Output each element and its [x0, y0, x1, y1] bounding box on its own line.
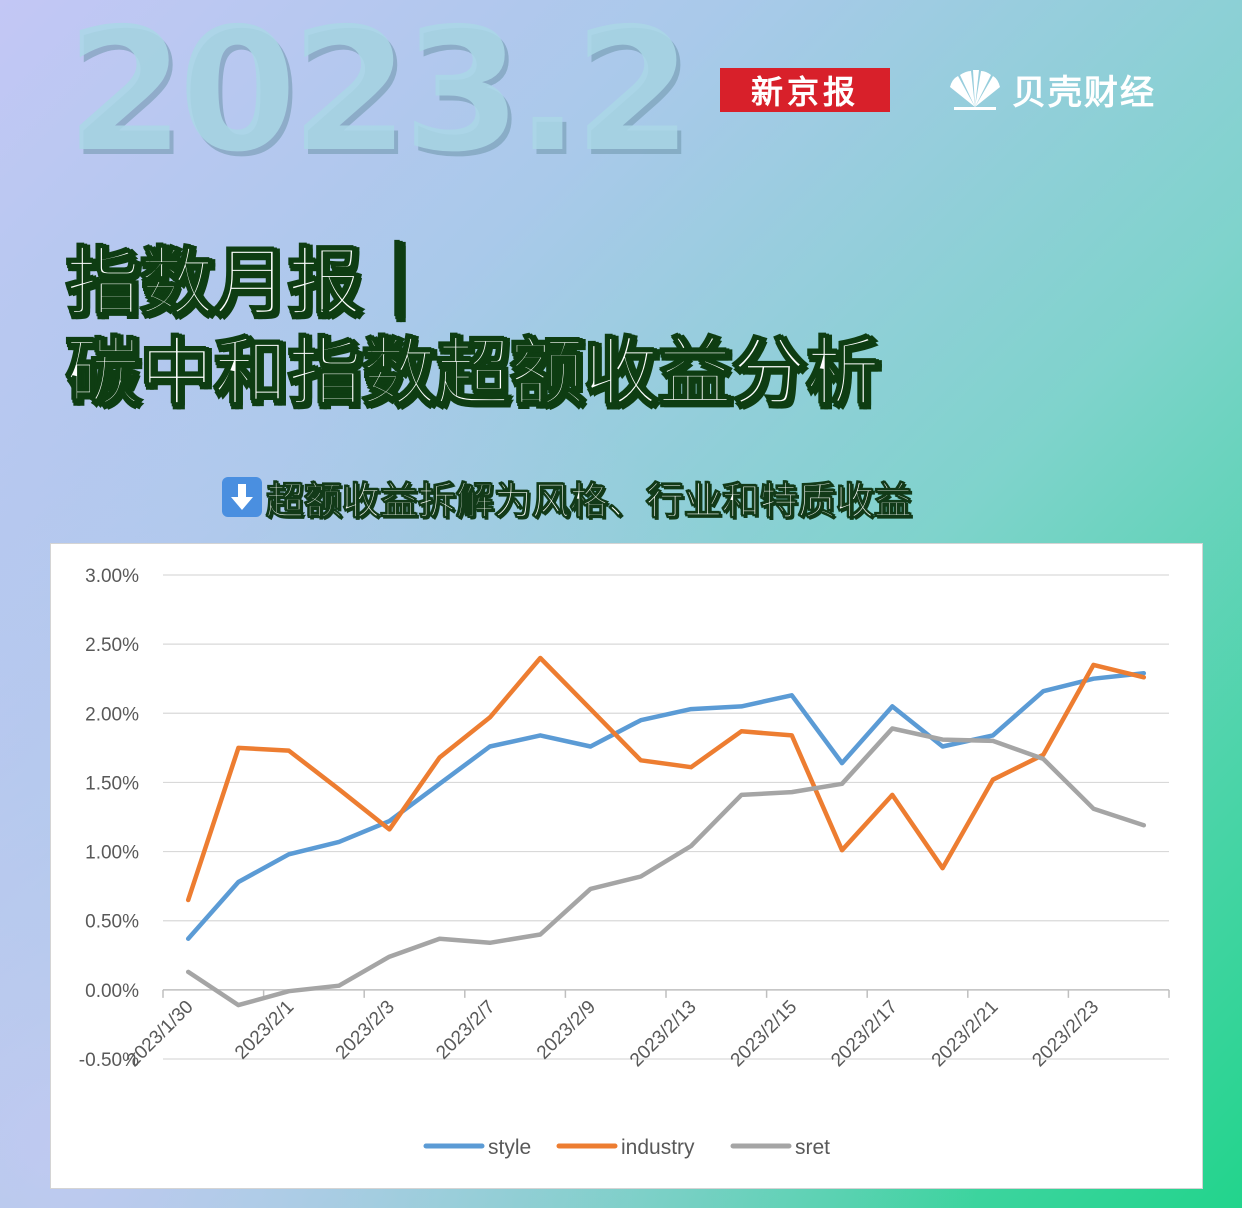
shell-icon [950, 70, 1000, 110]
page-title: 指数月报｜ 碳中和指数超额收益分析 [65, 238, 881, 418]
y-tick-label: 0.50% [85, 912, 139, 933]
chart-panel: 3.00% 2.50% 2.00% 1.50% 1.00% 0.50% 0.00% -0.50… [50, 543, 1203, 1189]
x-tick-label: 2023/2/3 [332, 997, 399, 1064]
x-tick-label: 2023/2/7 [432, 997, 499, 1064]
legend-label-sret: sret [795, 1136, 830, 1159]
legend-label-style: style [488, 1136, 531, 1159]
x-tick-label: 2023/2/15 [727, 997, 802, 1072]
y-axis: 3.00% 2.50% 2.00% 1.50% 1.00% 0.50% 0.00% -0.50… [79, 566, 139, 1071]
year-watermark: 2023.2 [66, 0, 692, 190]
brand-xinjingbao-logo: 新京报 [720, 68, 890, 112]
x-tick-label: 2023/1/30 [123, 997, 198, 1072]
series-line-style [185, 670, 1147, 941]
series-line-industry [185, 655, 1147, 903]
y-tick-label: 0.00% [85, 981, 139, 1002]
y-tick-label: 1.50% [85, 773, 139, 794]
y-tick-label: 2.00% [85, 704, 139, 725]
legend: style industry sret [423, 1136, 830, 1159]
x-tick-label: 2023/2/17 [827, 997, 902, 1072]
x-tick-label: 2023/2/23 [1028, 997, 1103, 1072]
chart-subtitle: 超额收益拆解为风格、行业和特质收益 [222, 472, 913, 523]
down-arrow-icon [222, 477, 262, 517]
line-chart: 3.00% 2.50% 2.00% 1.50% 1.00% 0.50% 0.00% -0.50… [79, 566, 1170, 1159]
title-line-1: 指数月报｜ [65, 239, 437, 327]
brand-beike-text: 贝壳财经 [1012, 72, 1156, 113]
series-line-sret [185, 726, 1147, 1008]
title-line-2: 碳中和指数超额收益分析 [65, 329, 881, 417]
x-tick-label: 2023/2/13 [626, 997, 701, 1072]
y-tick-label: -0.50% [79, 1050, 139, 1071]
y-tick-label: 2.50% [85, 635, 139, 656]
x-tick-label: 2023/2/9 [533, 997, 600, 1064]
legend-label-industry: industry [621, 1136, 695, 1159]
brand-beike-logo: 贝壳财经 [944, 64, 1156, 114]
y-tick-label: 1.00% [85, 843, 139, 864]
y-tick-label: 3.00% [85, 566, 139, 587]
subtitle-text: 超额收益拆解为风格、行业和特质收益 [265, 478, 913, 523]
x-tick-label: 2023/2/21 [928, 997, 1003, 1072]
series-layer [185, 655, 1147, 1008]
